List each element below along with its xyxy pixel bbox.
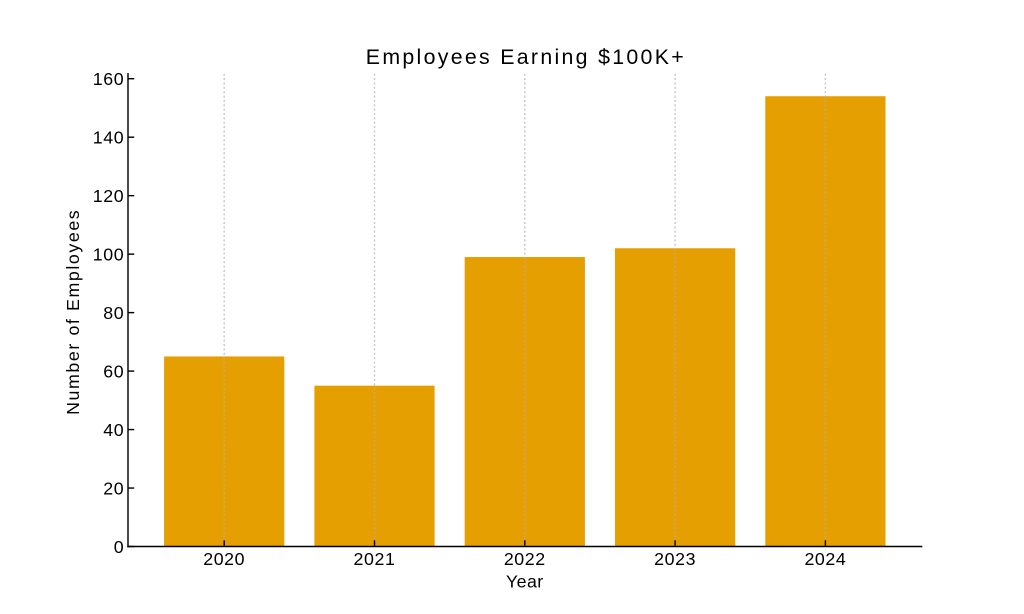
svg-text:Employees Earning $100K+: Employees Earning $100K+ <box>366 45 686 69</box>
svg-text:Number of Employees: Number of Employees <box>63 209 83 415</box>
svg-text:160: 160 <box>93 69 124 89</box>
svg-text:60: 60 <box>103 361 124 381</box>
svg-text:40: 40 <box>103 420 124 440</box>
svg-text:120: 120 <box>93 186 124 206</box>
svg-text:100: 100 <box>93 245 124 265</box>
svg-text:2023: 2023 <box>654 549 696 569</box>
svg-text:140: 140 <box>93 128 124 148</box>
svg-text:Year: Year <box>506 572 544 592</box>
svg-text:2024: 2024 <box>804 549 846 569</box>
svg-text:2021: 2021 <box>354 549 396 569</box>
svg-text:0: 0 <box>114 537 124 557</box>
svg-text:80: 80 <box>103 303 124 323</box>
svg-text:2020: 2020 <box>203 549 245 569</box>
svg-text:2022: 2022 <box>504 549 546 569</box>
svg-text:20: 20 <box>103 478 124 498</box>
